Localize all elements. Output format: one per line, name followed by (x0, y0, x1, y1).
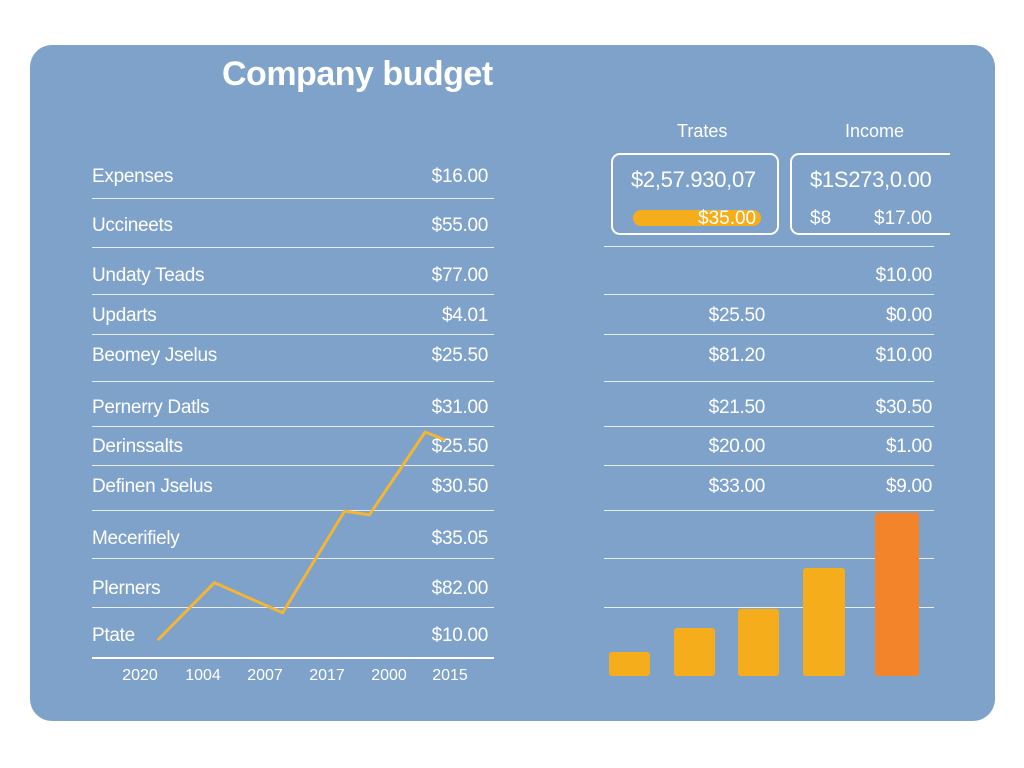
row-divider (604, 294, 934, 295)
row-divider (604, 334, 934, 335)
income-cell: $10.00 (875, 265, 933, 286)
trates-summary-box: $2,57.930,07 $35.00 (611, 153, 779, 235)
row-label: Ptate (92, 625, 135, 646)
table-row: Mecerifiely $35.05 (92, 528, 494, 550)
table-row: Undaty Teads $77.00 (92, 265, 494, 287)
x-tick-label: 2015 (432, 667, 468, 684)
trates-header: Trates (677, 121, 728, 141)
row-label: Mecerifiely (92, 528, 180, 549)
row-divider (92, 334, 494, 335)
row-divider (604, 246, 934, 247)
row-value: $55.00 (431, 215, 489, 236)
table-row: Uccineets $55.00 (92, 215, 494, 237)
row-label: Beomey Jselus (92, 345, 217, 366)
row-label: Derinssalts (92, 436, 183, 457)
row-divider (92, 558, 494, 559)
row-divider (92, 381, 494, 382)
table-row: Ptate $10.00 (92, 625, 494, 647)
row-label: Undaty Teads (92, 265, 205, 286)
row-label: Expenses (92, 166, 174, 187)
trates-progress-bar (633, 210, 761, 226)
bar (738, 608, 779, 676)
income-header: Income (845, 121, 905, 141)
bar (803, 568, 845, 676)
x-axis-line (92, 657, 494, 659)
income-cell: $1.00 (885, 436, 932, 457)
trates-cell: $33.00 (708, 476, 766, 497)
bar (674, 628, 715, 676)
x-tick-label: 2017 (309, 667, 345, 684)
row-label: Plerners (92, 578, 161, 599)
row-divider (604, 510, 934, 511)
trates-cell: $20.00 (708, 436, 766, 457)
row-value: $35.05 (431, 528, 489, 549)
table-row: Pernerry Datls $31.00 (92, 397, 494, 419)
x-tick-label: 1004 (185, 667, 221, 684)
row-value: $77.00 (431, 265, 489, 286)
bar (609, 652, 650, 676)
row-divider (92, 426, 494, 427)
row-label: Definen Jselus (92, 476, 213, 497)
income-sub-right: $17.00 (874, 208, 933, 229)
row-divider (92, 247, 494, 248)
table-row: Expenses $16.00 (92, 166, 494, 188)
table-row: Beomey Jselus $25.50 (92, 345, 494, 367)
row-value: $30.50 (431, 476, 489, 497)
x-tick-label: 2020 (122, 667, 158, 684)
income-cell: $10.00 (875, 345, 933, 366)
page-title: Company budget (222, 55, 493, 93)
bar (875, 512, 919, 676)
row-divider (92, 465, 494, 466)
row-label: Uccineets (92, 215, 173, 236)
row-value: $82.00 (431, 578, 489, 599)
trates-cell: $25.50 (708, 305, 766, 326)
row-divider (92, 294, 494, 295)
row-divider (604, 607, 934, 608)
row-label: Updarts (92, 305, 157, 326)
table-row: Plerners $82.00 (92, 578, 494, 600)
table-row: Updarts $4.01 (92, 305, 494, 327)
row-value: $31.00 (431, 397, 489, 418)
row-value: $4.01 (441, 305, 488, 326)
table-row: Derinssalts $25.50 (92, 436, 494, 458)
row-divider (92, 607, 494, 608)
row-divider (604, 426, 934, 427)
row-divider (92, 198, 494, 199)
income-summary-box: $1S273,0.00 $8 $17.00 (790, 153, 950, 235)
row-value: $16.00 (431, 166, 489, 187)
row-divider (604, 558, 934, 559)
income-total: $1S273,0.00 (810, 167, 932, 192)
income-cell: $9.00 (885, 476, 932, 497)
row-divider (604, 465, 934, 466)
income-cell: $30.50 (875, 397, 933, 418)
row-value: $10.00 (431, 625, 489, 646)
row-value: $25.50 (431, 345, 489, 366)
row-divider (604, 381, 934, 382)
trates-total: $2,57.930,07 (631, 167, 756, 192)
series-line (157, 430, 446, 641)
row-value: $25.50 (431, 436, 489, 457)
trates-cell: $81.20 (708, 345, 766, 366)
x-tick-label: 2000 (371, 667, 407, 684)
row-label: Pernerry Datls (92, 397, 210, 418)
income-cell: $0.00 (885, 305, 932, 326)
income-sub-left: $8 (810, 208, 832, 229)
trates-sub-value: $35.00 (698, 208, 757, 229)
table-row: Definen Jselus $30.50 (92, 476, 494, 498)
x-tick-label: 2007 (247, 667, 283, 684)
row-divider (92, 510, 494, 511)
trates-cell: $21.50 (708, 397, 766, 418)
